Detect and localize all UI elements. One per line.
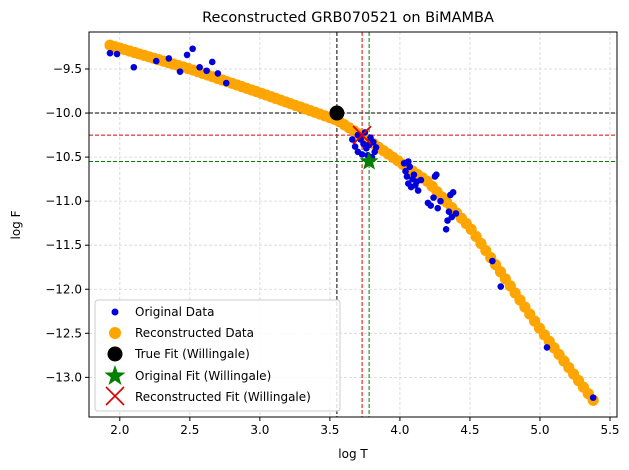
original-point bbox=[452, 210, 460, 217]
legend-marker-reconstructed-fit bbox=[105, 386, 125, 406]
original-point bbox=[351, 143, 359, 150]
legend-marker-original-data bbox=[111, 308, 119, 316]
x-tick-label: 3.5 bbox=[320, 423, 339, 437]
original-point bbox=[427, 202, 435, 209]
original-point bbox=[358, 151, 366, 158]
x-tick-label: 5.0 bbox=[530, 423, 549, 437]
x-axis-label: log T bbox=[338, 447, 368, 461]
original-point bbox=[370, 138, 377, 146]
original-point bbox=[414, 187, 422, 194]
original-point bbox=[437, 197, 444, 205]
original-point bbox=[222, 79, 230, 87]
legend-entry-original-fit: Original Fit (Willingale) bbox=[104, 365, 271, 385]
legend-entry-reconstructed-fit: Reconstructed Fit (Willingale) bbox=[105, 386, 311, 406]
x-tick-label: 2.5 bbox=[180, 423, 199, 437]
original-point bbox=[430, 194, 437, 201]
original-point bbox=[589, 394, 597, 401]
original-point bbox=[445, 208, 453, 216]
legend-entry-original-data: Original Data bbox=[111, 305, 214, 319]
original-point bbox=[106, 49, 114, 57]
original-point bbox=[449, 189, 457, 196]
original-point bbox=[113, 50, 121, 58]
original-point bbox=[208, 58, 216, 66]
original-point bbox=[497, 283, 505, 290]
x-tick-label: 4.5 bbox=[460, 423, 479, 437]
legend-marker-reconstructed-data bbox=[109, 327, 121, 339]
y-tick-label: −10.5 bbox=[45, 150, 82, 164]
original-point bbox=[402, 167, 409, 175]
y-tick-label: −12.0 bbox=[45, 282, 82, 296]
y-axis-label: log F bbox=[9, 210, 23, 239]
legend-entry-true-fit: True Fit (Willingale) bbox=[107, 346, 250, 362]
original-point bbox=[214, 70, 222, 77]
original-point bbox=[433, 171, 440, 179]
original-point bbox=[403, 173, 411, 180]
x-tick-label: 3.0 bbox=[250, 423, 269, 437]
x-tick-label: 5.5 bbox=[600, 423, 619, 437]
legend-label-original-fit: Original Fit (Willingale) bbox=[135, 369, 271, 383]
x-tick-label: 4.0 bbox=[390, 423, 409, 437]
original-fit-marker bbox=[359, 151, 379, 170]
original-point bbox=[410, 171, 418, 179]
y-tick-label: −13.0 bbox=[45, 370, 82, 384]
reconstructed-fit-marker bbox=[352, 125, 372, 145]
original-point bbox=[165, 55, 173, 62]
original-point bbox=[406, 163, 414, 171]
original-point bbox=[372, 144, 380, 151]
original-point bbox=[489, 257, 496, 265]
original-point bbox=[196, 63, 203, 71]
original-point bbox=[152, 57, 160, 65]
original-point bbox=[434, 204, 442, 212]
legend-label-original-data: Original Data bbox=[135, 305, 214, 319]
original-point bbox=[130, 63, 138, 71]
chart-title: Reconstructed GRB070521 on BiMAMBA bbox=[202, 10, 494, 26]
axis-ticks: 2.0 2.5 3.0 3.5 4.0 4.5 5.0 5.5 −9.5 −10.0 −10.5 −1… bbox=[45, 62, 619, 437]
original-point bbox=[203, 67, 210, 75]
legend-label-reconstructed-fit: Reconstructed Fit (Willingale) bbox=[135, 390, 311, 404]
legend-marker-original-fit bbox=[104, 365, 126, 385]
x-tick-label: 2.0 bbox=[110, 423, 129, 437]
plot-frame bbox=[88, 31, 618, 418]
original-point bbox=[442, 226, 450, 233]
original-point bbox=[417, 176, 425, 184]
true-fit-marker bbox=[329, 105, 345, 121]
legend: Original Data Reconstructed Data True Fi… bbox=[94, 299, 341, 412]
y-tick-label: −10.0 bbox=[45, 106, 82, 120]
legend-label-reconstructed-data: Reconstructed Data bbox=[135, 326, 254, 340]
legend-entry-reconstructed-data: Reconstructed Data bbox=[109, 326, 254, 340]
fit-markers bbox=[329, 105, 379, 170]
legend-marker-true-fit bbox=[107, 346, 123, 362]
original-point bbox=[183, 51, 191, 59]
legend-label-true-fit: True Fit (Willingale) bbox=[134, 347, 250, 361]
original-point bbox=[176, 68, 184, 75]
legend-box bbox=[94, 299, 341, 412]
original-point bbox=[189, 45, 196, 53]
original-point bbox=[405, 158, 412, 165]
original-point bbox=[348, 136, 356, 143]
y-tick-label: −11.0 bbox=[45, 194, 82, 208]
y-tick-label: −12.5 bbox=[45, 326, 82, 340]
original-point bbox=[543, 344, 551, 351]
y-tick-label: −9.5 bbox=[53, 62, 82, 76]
y-tick-label: −11.5 bbox=[45, 238, 82, 252]
